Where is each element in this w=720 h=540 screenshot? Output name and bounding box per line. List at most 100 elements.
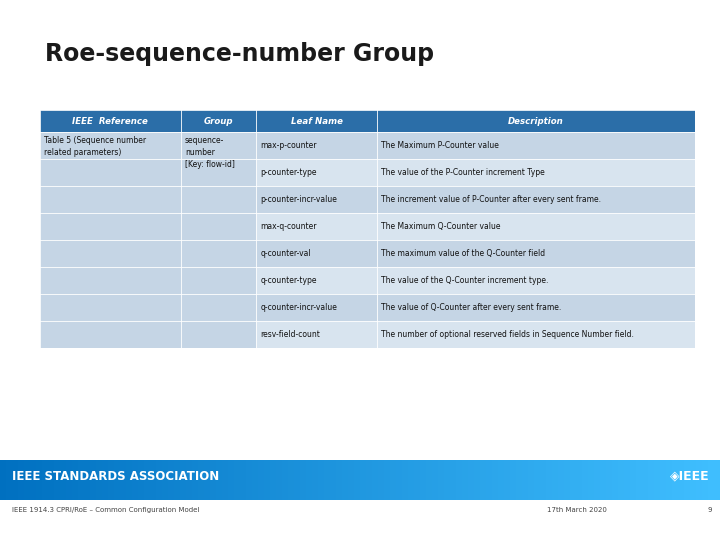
- Bar: [181, 267, 256, 294]
- Bar: [216, 460, 222, 500]
- Bar: [624, 460, 630, 500]
- Text: max-q-counter: max-q-counter: [260, 222, 317, 231]
- Bar: [414, 460, 420, 500]
- Bar: [40, 213, 181, 240]
- Bar: [12, 460, 18, 500]
- Bar: [708, 460, 714, 500]
- Bar: [246, 460, 252, 500]
- Bar: [84, 460, 90, 500]
- Bar: [570, 460, 576, 500]
- Bar: [270, 460, 276, 500]
- Bar: [198, 460, 204, 500]
- Bar: [78, 460, 84, 500]
- Bar: [522, 460, 528, 500]
- Text: The value of Q-Counter after every sent frame.: The value of Q-Counter after every sent …: [382, 303, 562, 312]
- Bar: [504, 460, 510, 500]
- Bar: [377, 132, 695, 159]
- Text: IEEE  Reference: IEEE Reference: [73, 117, 148, 125]
- Bar: [377, 159, 695, 186]
- Bar: [396, 460, 402, 500]
- Bar: [606, 460, 612, 500]
- Bar: [378, 460, 384, 500]
- Bar: [384, 460, 390, 500]
- Text: q-counter-type: q-counter-type: [260, 276, 317, 285]
- Bar: [426, 460, 432, 500]
- Bar: [528, 460, 534, 500]
- Bar: [318, 460, 324, 500]
- Bar: [642, 460, 648, 500]
- Bar: [181, 321, 256, 348]
- Bar: [282, 460, 288, 500]
- Bar: [40, 186, 181, 213]
- Bar: [534, 460, 540, 500]
- Bar: [324, 460, 330, 500]
- Bar: [256, 267, 377, 294]
- Text: The number of optional reserved fields in Sequence Number field.: The number of optional reserved fields i…: [382, 330, 634, 339]
- Bar: [684, 460, 690, 500]
- Bar: [420, 460, 426, 500]
- Text: max-p-counter: max-p-counter: [260, 141, 317, 150]
- Bar: [181, 294, 256, 321]
- Bar: [181, 240, 256, 267]
- Bar: [377, 240, 695, 267]
- Bar: [192, 460, 198, 500]
- Bar: [102, 460, 108, 500]
- Bar: [256, 159, 377, 186]
- Bar: [120, 460, 126, 500]
- Bar: [6, 460, 12, 500]
- Bar: [294, 460, 300, 500]
- Bar: [552, 460, 558, 500]
- Bar: [330, 460, 336, 500]
- Bar: [96, 460, 102, 500]
- Bar: [702, 460, 708, 500]
- Bar: [306, 460, 312, 500]
- Text: p-counter-incr-value: p-counter-incr-value: [260, 195, 337, 204]
- Bar: [234, 460, 240, 500]
- Text: IEEE 1914.3 CPRI/RoE – Common Configuration Model: IEEE 1914.3 CPRI/RoE – Common Configurat…: [12, 507, 199, 513]
- Bar: [144, 460, 150, 500]
- Bar: [18, 460, 24, 500]
- Bar: [360, 460, 366, 500]
- Bar: [594, 460, 600, 500]
- Bar: [630, 460, 636, 500]
- Text: Leaf Name: Leaf Name: [291, 117, 343, 125]
- Bar: [372, 460, 378, 500]
- Bar: [660, 460, 666, 500]
- Bar: [377, 110, 695, 132]
- Bar: [228, 460, 234, 500]
- Text: The Maximum P-Counter value: The Maximum P-Counter value: [382, 141, 499, 150]
- Bar: [438, 460, 444, 500]
- Bar: [54, 460, 60, 500]
- Bar: [186, 460, 192, 500]
- Bar: [690, 460, 696, 500]
- Bar: [377, 213, 695, 240]
- Bar: [408, 460, 414, 500]
- Bar: [40, 294, 181, 321]
- Bar: [48, 460, 54, 500]
- Text: q-counter-incr-value: q-counter-incr-value: [260, 303, 337, 312]
- Bar: [174, 460, 180, 500]
- Bar: [492, 460, 498, 500]
- Bar: [456, 460, 462, 500]
- Bar: [444, 460, 450, 500]
- Bar: [181, 213, 256, 240]
- Bar: [714, 460, 720, 500]
- Bar: [24, 460, 30, 500]
- Bar: [600, 460, 606, 500]
- Bar: [72, 460, 78, 500]
- Bar: [42, 460, 48, 500]
- Bar: [348, 460, 354, 500]
- Bar: [222, 460, 228, 500]
- Bar: [354, 460, 360, 500]
- Bar: [516, 460, 522, 500]
- Bar: [582, 460, 588, 500]
- Bar: [342, 460, 348, 500]
- Bar: [432, 460, 438, 500]
- Text: Roe-sequence-number Group: Roe-sequence-number Group: [45, 42, 434, 66]
- Bar: [256, 186, 377, 213]
- Text: IEEE STANDARDS ASSOCIATION: IEEE STANDARDS ASSOCIATION: [12, 469, 220, 483]
- Bar: [256, 213, 377, 240]
- Bar: [390, 460, 396, 500]
- Bar: [180, 460, 186, 500]
- Bar: [0, 460, 6, 500]
